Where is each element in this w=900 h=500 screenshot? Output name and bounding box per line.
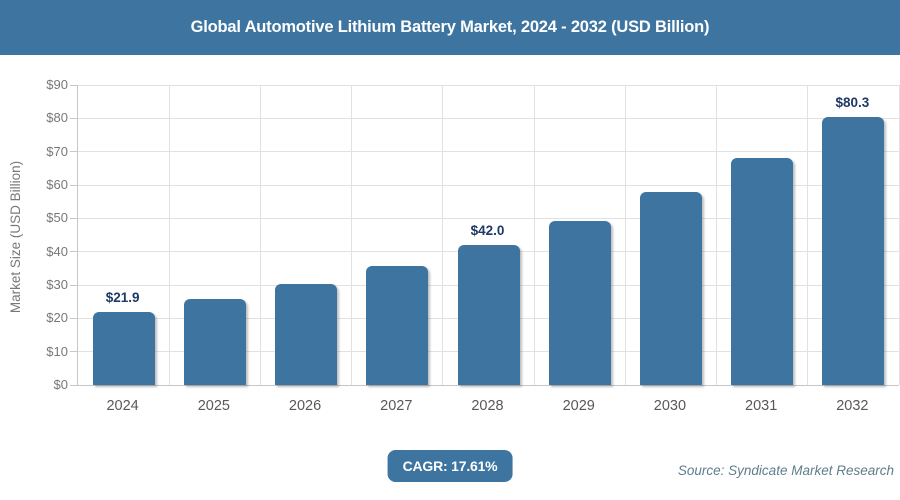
source-text: Source: Syndicate Market Research <box>677 463 894 478</box>
bar-value-label: $80.3 <box>835 95 870 111</box>
y-tick-label: $50 <box>46 210 68 226</box>
y-tick-mark <box>70 117 77 119</box>
x-tick-label: 2026 <box>288 398 322 414</box>
y-tick-label: $30 <box>46 277 68 292</box>
y-tick-mark <box>70 284 77 286</box>
y-tick-mark <box>70 217 77 219</box>
bar-2030 <box>639 191 702 385</box>
y-tick-mark <box>70 351 77 353</box>
x-tick-label: 2024 <box>106 398 139 414</box>
y-tick-mark <box>70 151 77 153</box>
h-gridline <box>78 84 899 86</box>
cagr-badge: CAGR: 17.61% <box>387 450 513 482</box>
y-tick-mark <box>70 84 77 86</box>
v-gridline <box>716 85 718 385</box>
bar-value-label: $42.0 <box>470 223 505 238</box>
x-tick-label: 2031 <box>745 398 778 414</box>
bar-2032 <box>822 117 885 385</box>
bar-2028 <box>457 245 520 385</box>
plot-area <box>77 84 900 386</box>
y-tick-label: $0 <box>53 377 68 392</box>
h-gridline <box>78 217 899 219</box>
v-gridline <box>351 85 353 385</box>
v-gridline <box>168 85 170 385</box>
y-tick-label: $40 <box>46 243 68 259</box>
bar-2024 <box>92 312 155 385</box>
y-tick-label: $10 <box>46 343 68 359</box>
y-tick-label: $20 <box>46 310 68 326</box>
y-tick-mark <box>70 251 77 253</box>
h-gridline <box>78 117 899 119</box>
y-tick-label: $60 <box>46 177 68 192</box>
y-tick-label: $70 <box>46 143 68 159</box>
y-tick-label: $90 <box>46 77 68 92</box>
bar-2025 <box>183 299 246 385</box>
v-gridline <box>624 85 626 385</box>
y-tick-label: $80 <box>46 110 68 126</box>
v-gridline <box>533 85 535 385</box>
bar-2027 <box>366 266 429 385</box>
chart-title-bar: Global Automotive Lithium Battery Market… <box>0 0 900 55</box>
y-tick-mark <box>70 384 77 386</box>
x-tick-label: 2025 <box>197 398 230 414</box>
y-tick-mark <box>70 317 77 319</box>
v-gridline <box>442 85 444 385</box>
x-tick-label: 2032 <box>836 398 869 414</box>
v-gridline <box>807 85 809 385</box>
x-tick-label: 2030 <box>653 398 687 414</box>
v-gridline <box>898 85 900 385</box>
x-tick-label: 2027 <box>380 398 413 414</box>
chart-title: Global Automotive Lithium Battery Market… <box>190 18 710 36</box>
v-gridline <box>259 85 261 385</box>
h-gridline <box>78 184 899 186</box>
bar-2026 <box>275 284 338 385</box>
bar-2031 <box>731 157 794 385</box>
bar-value-label: $21.9 <box>105 290 140 305</box>
y-tick-mark <box>70 184 77 186</box>
h-gridline <box>78 151 899 153</box>
bar-2029 <box>548 220 611 385</box>
x-tick-label: 2028 <box>471 398 504 414</box>
x-tick-label: 2029 <box>562 398 595 414</box>
